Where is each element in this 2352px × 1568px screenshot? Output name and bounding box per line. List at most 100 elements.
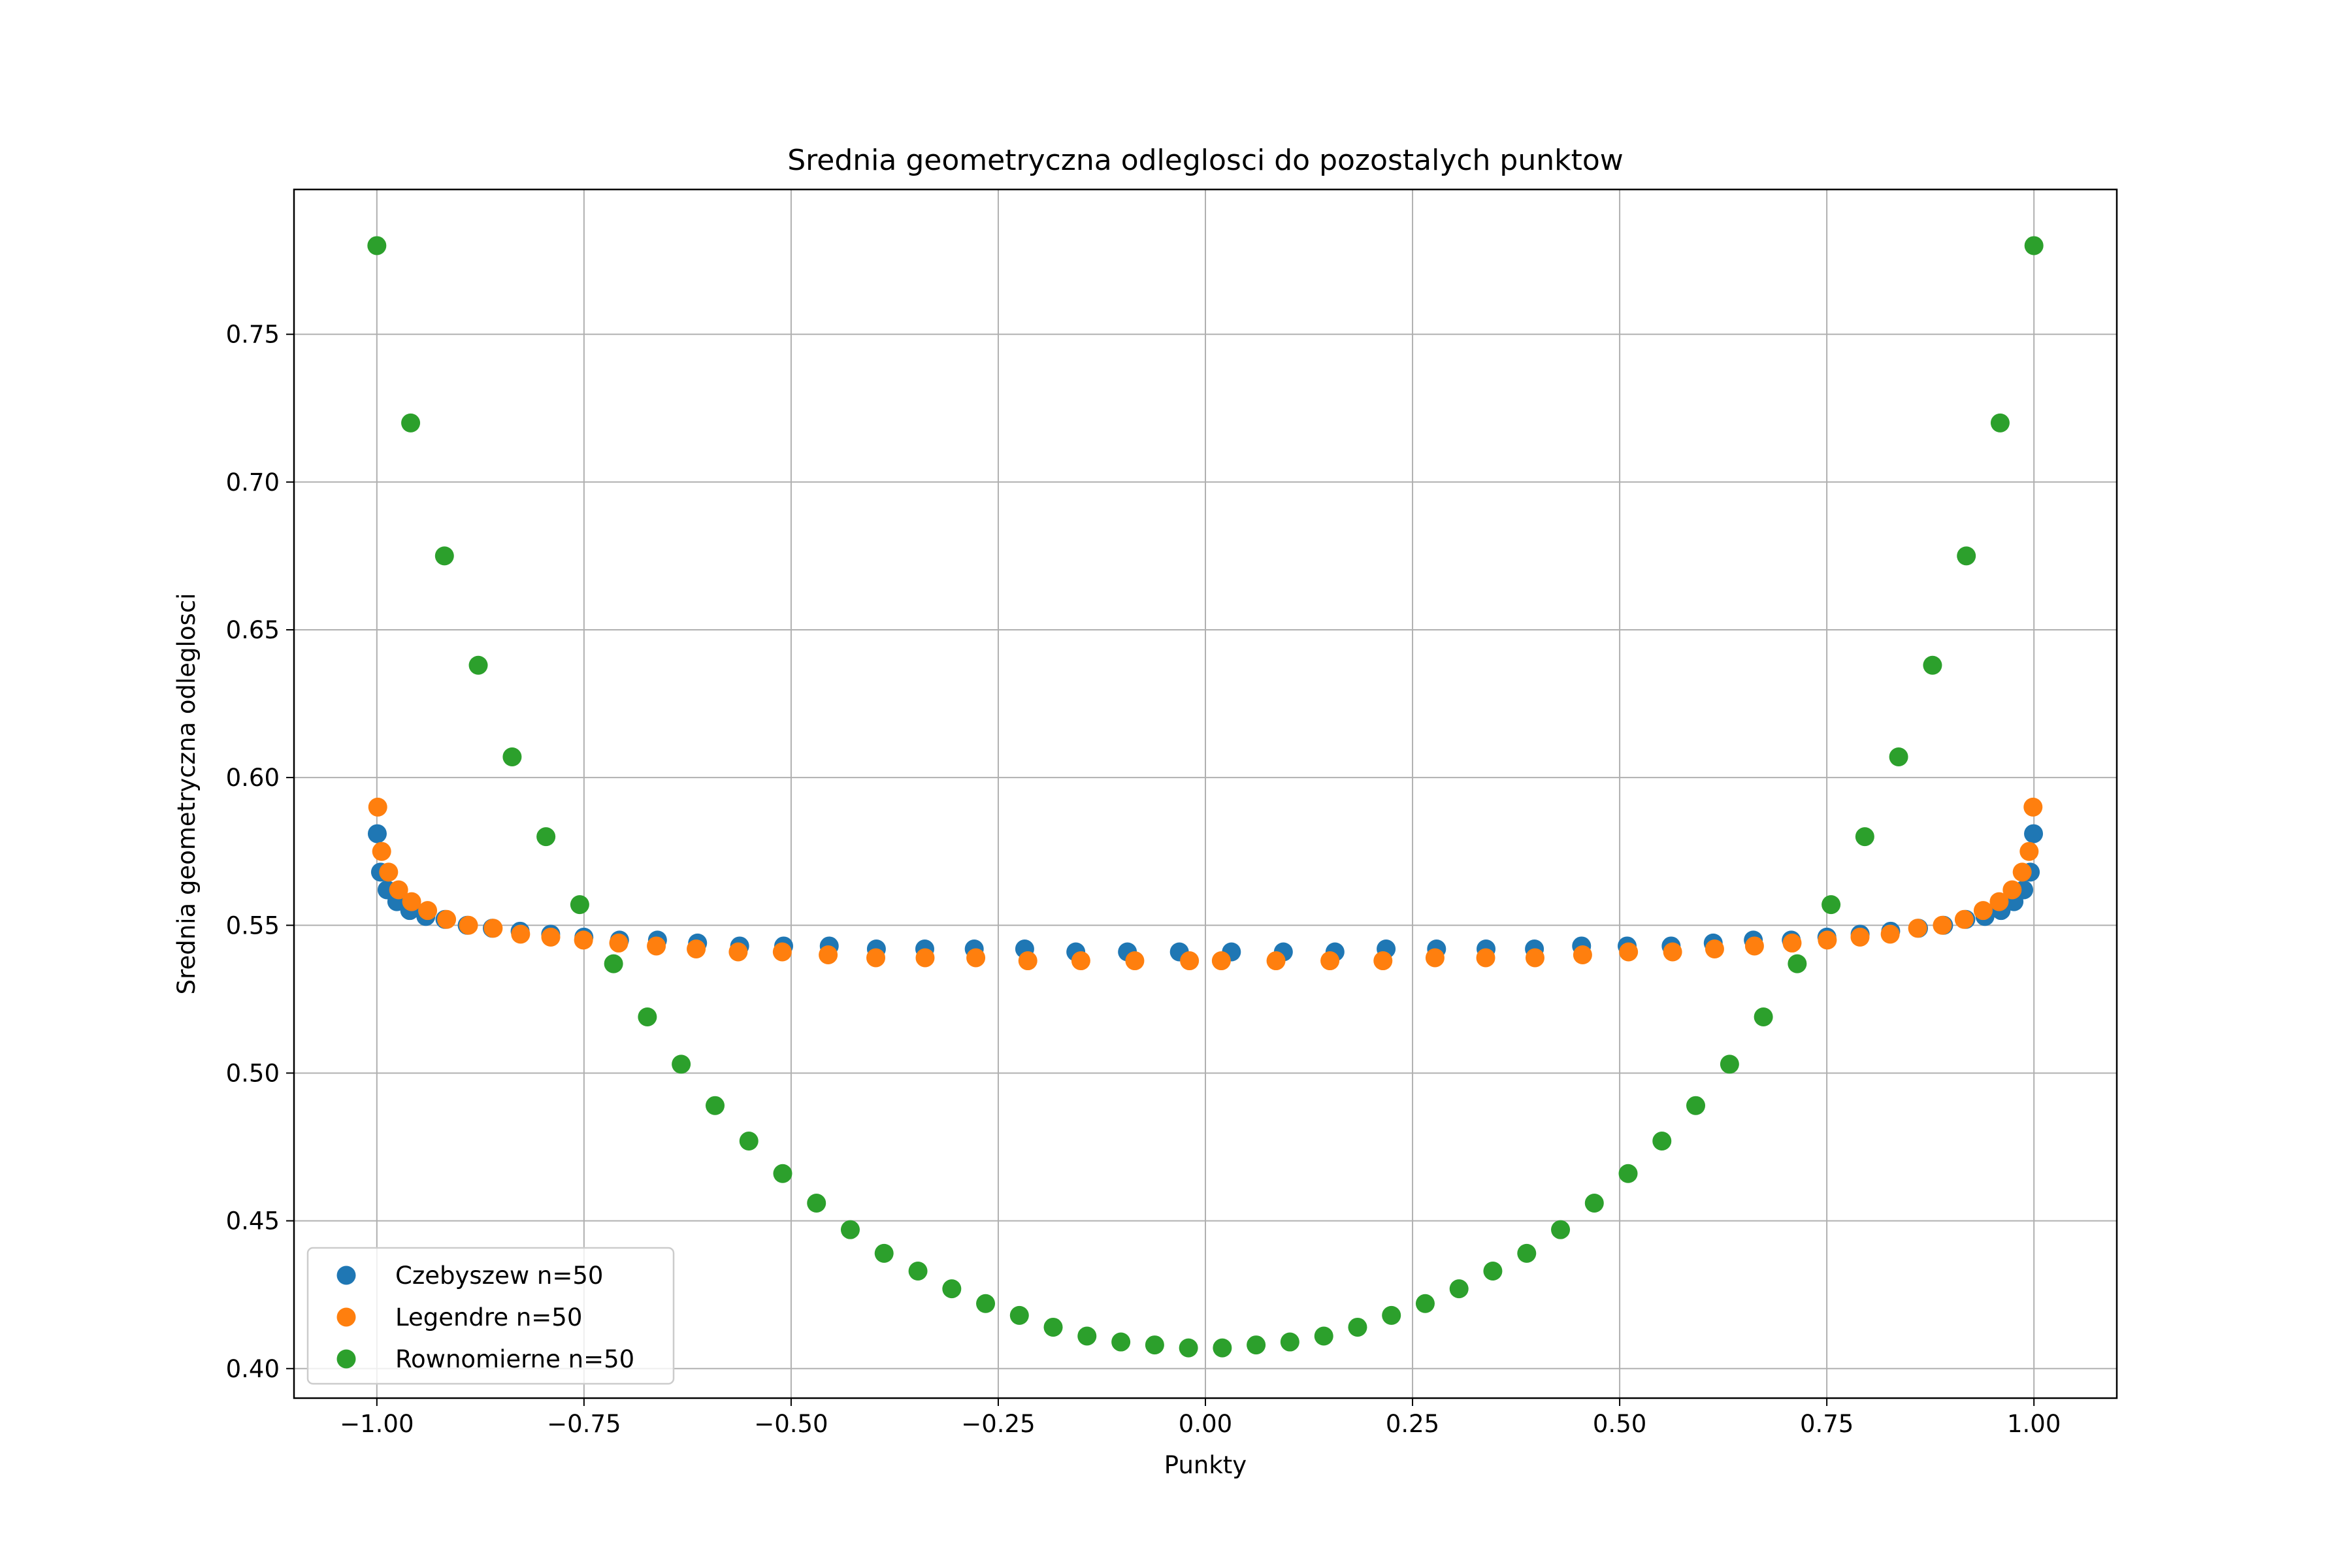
rownomierne-legend-marker bbox=[336, 1349, 356, 1369]
legendre-point bbox=[1373, 951, 1393, 971]
y-tick-label: 0.50 bbox=[226, 1059, 280, 1087]
legendre-point bbox=[1782, 933, 1802, 953]
legendre-point bbox=[402, 892, 421, 911]
x-tick-label: 0.25 bbox=[1386, 1410, 1439, 1438]
legendre-point bbox=[437, 909, 457, 929]
rownomierne-point bbox=[604, 954, 623, 973]
legendre-point bbox=[541, 927, 561, 947]
x-tick-label: 0.50 bbox=[1593, 1410, 1646, 1438]
legendre-point bbox=[2002, 880, 2022, 900]
rownomierne-point bbox=[840, 1220, 860, 1239]
legendre-point bbox=[1744, 936, 1764, 956]
x-tick-label: −0.25 bbox=[961, 1410, 1035, 1438]
rownomierne-point bbox=[1009, 1305, 1029, 1325]
legendre-legend-label: Legendre n=50 bbox=[395, 1303, 582, 1331]
y-tick-label: 0.75 bbox=[226, 321, 280, 349]
rownomierne-point bbox=[401, 413, 421, 433]
legendre-point bbox=[1125, 951, 1145, 971]
rownomierne-point bbox=[638, 1007, 657, 1027]
rownomierne-point bbox=[468, 655, 488, 675]
legendre-point bbox=[1476, 948, 1495, 968]
rownomierne-point bbox=[1280, 1332, 1299, 1352]
rownomierne-point bbox=[773, 1164, 792, 1183]
czebyszew-point bbox=[2024, 824, 2044, 843]
legend: Czebyszew n=50 Legendre n=50 Rownomierne n… bbox=[306, 1247, 675, 1385]
legendre-point bbox=[1818, 930, 1837, 950]
legendre-point bbox=[1425, 948, 1445, 968]
y-tick-label: 0.60 bbox=[226, 764, 280, 792]
rownomierne-point bbox=[976, 1294, 996, 1313]
legendre-point bbox=[1850, 927, 1870, 947]
rownomierne-point bbox=[1788, 954, 1807, 973]
legendre-point bbox=[389, 880, 408, 900]
rownomierne-point bbox=[807, 1193, 826, 1213]
legendre-point bbox=[866, 948, 886, 968]
legendre-point bbox=[1705, 939, 1724, 958]
rownomierne-point bbox=[1686, 1096, 1706, 1115]
czebyszew-legend-marker bbox=[336, 1266, 356, 1285]
rownomierne-legend-label: Rownomierne n=50 bbox=[395, 1345, 634, 1373]
x-tick-label: −1.00 bbox=[340, 1410, 414, 1438]
x-axis-label: Punkty bbox=[1164, 1451, 1247, 1479]
legendre-point bbox=[379, 862, 399, 882]
rownomierne-point bbox=[1415, 1294, 1435, 1313]
x-tick-label: −0.50 bbox=[754, 1410, 828, 1438]
legendre-point bbox=[574, 930, 593, 950]
y-tick-label: 0.70 bbox=[226, 468, 280, 497]
legendre-point bbox=[1989, 892, 2009, 911]
legendre-point bbox=[1266, 951, 1286, 971]
rownomierne-point bbox=[1043, 1317, 1063, 1337]
rownomierne-point bbox=[672, 1054, 691, 1074]
legendre-point bbox=[1619, 942, 1639, 962]
legendre-point bbox=[2023, 797, 2043, 817]
grid bbox=[294, 189, 2117, 1398]
rownomierne-point bbox=[434, 546, 454, 566]
rownomierne-point bbox=[1077, 1326, 1097, 1346]
legendre-point bbox=[1973, 901, 1993, 921]
czebyszew-point bbox=[367, 824, 387, 843]
rownomierne-point bbox=[1551, 1220, 1571, 1239]
legendre-point bbox=[511, 924, 531, 944]
rownomierne-point bbox=[367, 236, 387, 255]
legendre-point bbox=[1525, 948, 1544, 968]
rownomierne-point bbox=[1179, 1338, 1198, 1358]
legendre-point bbox=[1954, 909, 1974, 929]
legendre-legend-marker bbox=[336, 1307, 356, 1327]
y-tick-label: 0.65 bbox=[226, 616, 280, 644]
rownomierne-point bbox=[1145, 1335, 1164, 1355]
legendre-point bbox=[418, 901, 438, 921]
rownomierne-point bbox=[874, 1243, 894, 1263]
legendre-point bbox=[609, 933, 629, 953]
legendre-point bbox=[1908, 919, 1927, 938]
rownomierne-point bbox=[2024, 236, 2044, 255]
y-tick-label: 0.45 bbox=[226, 1207, 280, 1235]
rownomierne-point bbox=[942, 1279, 962, 1299]
legendre-point bbox=[1320, 951, 1340, 971]
legendre-point bbox=[772, 942, 792, 962]
czebyszew-legend-label: Czebyszew n=50 bbox=[395, 1262, 603, 1290]
legendre-point bbox=[483, 919, 503, 938]
chart-title: Srednia geometryczna odleglosci do pozos… bbox=[787, 144, 1624, 177]
x-tick-label: 0.75 bbox=[1800, 1410, 1854, 1438]
legend-box bbox=[306, 1247, 675, 1385]
rownomierne-point bbox=[502, 747, 522, 766]
legendre-point bbox=[1018, 951, 1037, 971]
rownomierne-point bbox=[1990, 413, 2010, 433]
rownomierne-point bbox=[1382, 1305, 1401, 1325]
legendre-point bbox=[819, 945, 838, 965]
y-tick-label: 0.40 bbox=[226, 1355, 280, 1383]
legendre-point bbox=[1880, 924, 1900, 944]
rownomierne-point bbox=[1449, 1279, 1469, 1299]
legendre-point bbox=[1180, 951, 1200, 971]
rownomierne-point bbox=[1483, 1262, 1503, 1281]
rownomierne-point bbox=[908, 1262, 928, 1281]
rownomierne-point bbox=[1517, 1243, 1537, 1263]
legendre-point bbox=[372, 841, 391, 861]
legendre-point bbox=[1573, 945, 1592, 965]
legendre-point bbox=[368, 797, 387, 817]
legendre-point bbox=[728, 942, 748, 962]
rownomierne-point bbox=[1213, 1338, 1232, 1358]
rownomierne-point bbox=[1247, 1335, 1266, 1355]
legendre-point bbox=[459, 915, 478, 935]
